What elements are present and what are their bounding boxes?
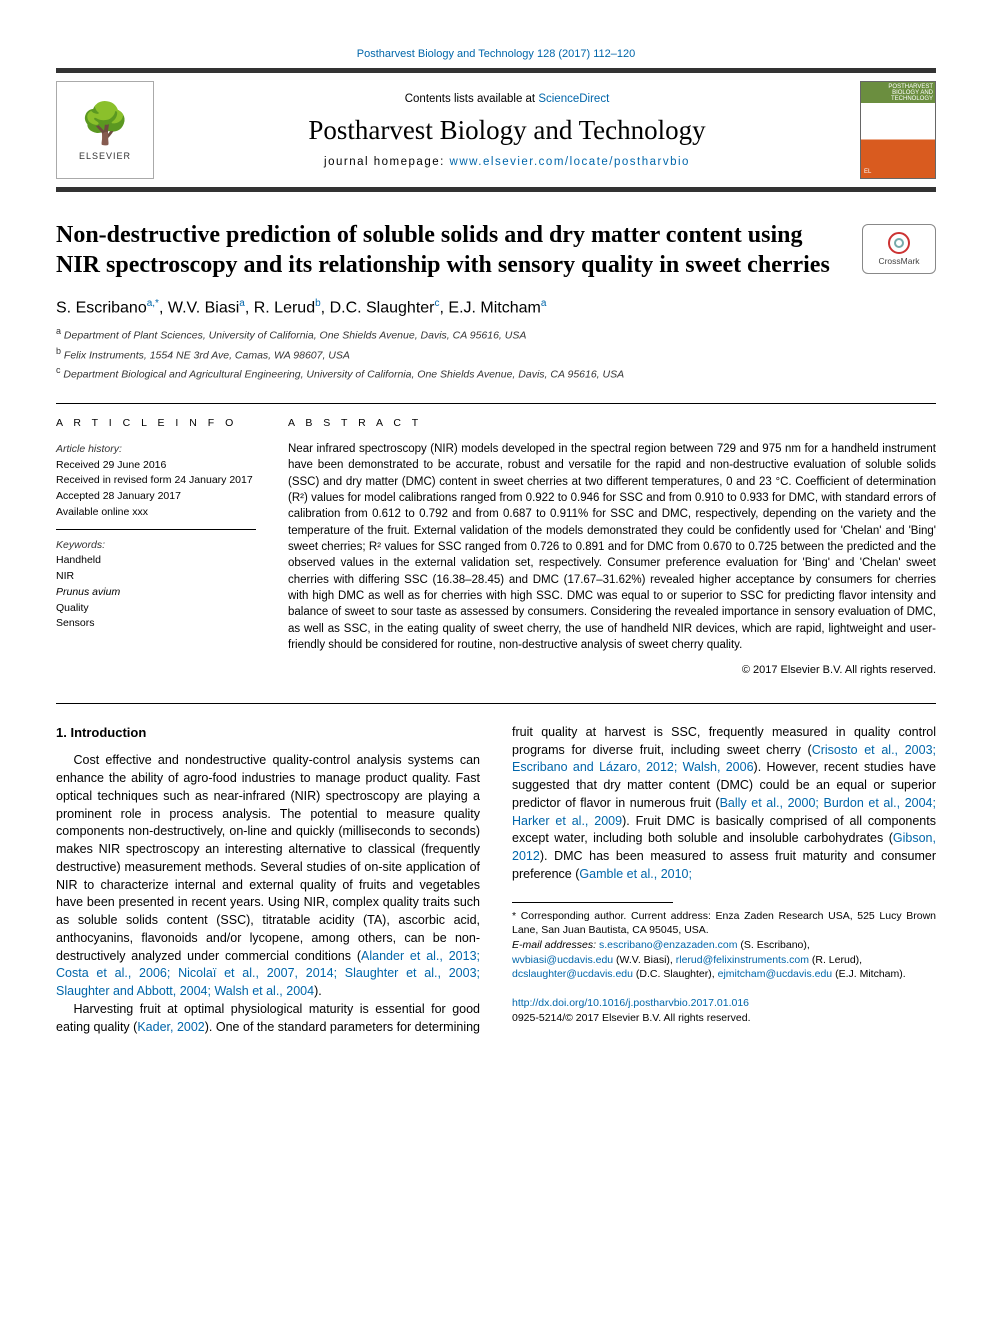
doi-link[interactable]: http://dx.doi.org/10.1016/j.postharvbio.… — [512, 997, 749, 1009]
journal-homepage: journal homepage: www.elsevier.com/locat… — [170, 156, 844, 168]
elsevier-tree-icon: 🌳 — [80, 100, 130, 147]
article-info-heading: A R T I C L E I N F O — [56, 416, 256, 432]
contents-prefix: Contents lists available at — [405, 93, 539, 105]
contents-line: Contents lists available at ScienceDirec… — [170, 93, 844, 105]
affiliation-item: b Felix Instruments, 1554 NE 3rd Ave, Ca… — [56, 345, 936, 364]
footnotes: * Corresponding author. Current address:… — [512, 909, 936, 982]
keyword-item: Handheld — [56, 553, 256, 569]
author-email-name: (D.C. Slaughter), — [633, 968, 718, 980]
p1-text: Cost effective and nondestructive qualit… — [56, 753, 480, 962]
header-citation-link[interactable]: Postharvest Biology and Technology 128 (… — [357, 48, 635, 60]
emails-line: E-mail addresses: s.escribano@enzazaden.… — [512, 938, 936, 982]
journal-cover-thumbnail[interactable]: POSTHARVEST BIOLOGY AND TECHNOLOGY EL — [860, 81, 936, 179]
author-email-link[interactable]: ejmitcham@ucdavis.edu — [718, 968, 833, 980]
crossmark-icon — [888, 232, 910, 254]
affiliation-item: a Department of Plant Sciences, Universi… — [56, 325, 936, 344]
author-email-link[interactable]: s.escribano@enzazaden.com — [599, 939, 737, 951]
keyword-item: Sensors — [56, 616, 256, 632]
issn-copyright: 0925-5214/© 2017 Elsevier B.V. All right… — [512, 1011, 936, 1026]
cover-publisher-icon: EL — [864, 169, 871, 175]
abstract-copyright: © 2017 Elsevier B.V. All rights reserved… — [288, 663, 936, 679]
history-item: Received 29 June 2016 — [56, 458, 256, 474]
author-email-name: (W.V. Biasi), — [613, 954, 676, 966]
sciencedirect-link[interactable]: ScienceDirect — [538, 93, 609, 105]
abstract: A B S T R A C T Near infrared spectrosco… — [288, 416, 936, 679]
article-body: 1. Introduction Cost effective and nonde… — [56, 724, 936, 1036]
affiliations: a Department of Plant Sciences, Universi… — [56, 325, 936, 383]
keyword-item: Prunus avium — [56, 585, 256, 601]
history-item: Received in revised form 24 January 2017 — [56, 473, 256, 489]
header-citation: Postharvest Biology and Technology 128 (… — [56, 48, 936, 60]
citation-link[interactable]: Kader, 2002 — [137, 1020, 204, 1034]
journal-title: Postharvest Biology and Technology — [170, 115, 844, 146]
abstract-text: Near infrared spectroscopy (NIR) models … — [288, 441, 936, 653]
citation-link[interactable]: Gamble et al., 2010; — [579, 867, 692, 881]
crossmark-badge[interactable]: CrossMark — [862, 224, 936, 274]
corresponding-author-note: * Corresponding author. Current address:… — [512, 909, 936, 938]
section-heading-intro: 1. Introduction — [56, 724, 480, 742]
author-email-name: (E.J. Mitcham). — [832, 968, 906, 980]
article-title: Non-destructive prediction of soluble so… — [56, 220, 936, 280]
author-list: S. Escribanoa,*, W.V. Biasia, R. Lerudb,… — [56, 298, 936, 317]
emails-label: E-mail addresses: — [512, 939, 599, 951]
crossmark-label: CrossMark — [878, 256, 919, 266]
publisher-name: ELSEVIER — [79, 151, 131, 161]
cover-title: POSTHARVEST BIOLOGY AND TECHNOLOGY — [863, 84, 933, 102]
author-email-name: (R. Lerud), — [809, 954, 862, 966]
abstract-heading: A B S T R A C T — [288, 416, 936, 431]
article-info-sidebar: A R T I C L E I N F O Article history: R… — [56, 416, 256, 679]
author-email-link[interactable]: wvbiasi@ucdavis.edu — [512, 954, 613, 966]
journal-header: 🌳 ELSEVIER Contents lists available at S… — [56, 68, 936, 192]
publisher-logo[interactable]: 🌳 ELSEVIER — [56, 81, 154, 179]
article-history-label: Article history: — [56, 442, 256, 458]
history-item: Available online xxx — [56, 505, 256, 521]
p2e: ). DMC has been measured to assess fruit… — [512, 849, 936, 881]
homepage-label: journal homepage: — [324, 156, 449, 168]
author-email-link[interactable]: rlerud@felixinstruments.com — [676, 954, 809, 966]
intro-paragraph-1: Cost effective and nondestructive qualit… — [56, 752, 480, 1001]
homepage-link[interactable]: www.elsevier.com/locate/postharvbio — [450, 156, 690, 168]
section-rule — [56, 703, 936, 704]
p1-post: ). — [314, 984, 322, 998]
doi-line: http://dx.doi.org/10.1016/j.postharvbio.… — [512, 996, 936, 1011]
history-item: Accepted 28 January 2017 — [56, 489, 256, 505]
keywords-label: Keywords: — [56, 538, 256, 554]
footnotes-rule — [512, 902, 673, 903]
keyword-item: Quality — [56, 601, 256, 617]
author-email-link[interactable]: dcslaughter@ucdavis.edu — [512, 968, 633, 980]
affiliation-item: c Department Biological and Agricultural… — [56, 364, 936, 383]
keyword-item: NIR — [56, 569, 256, 585]
author-email-name: (S. Escribano), — [737, 939, 809, 951]
